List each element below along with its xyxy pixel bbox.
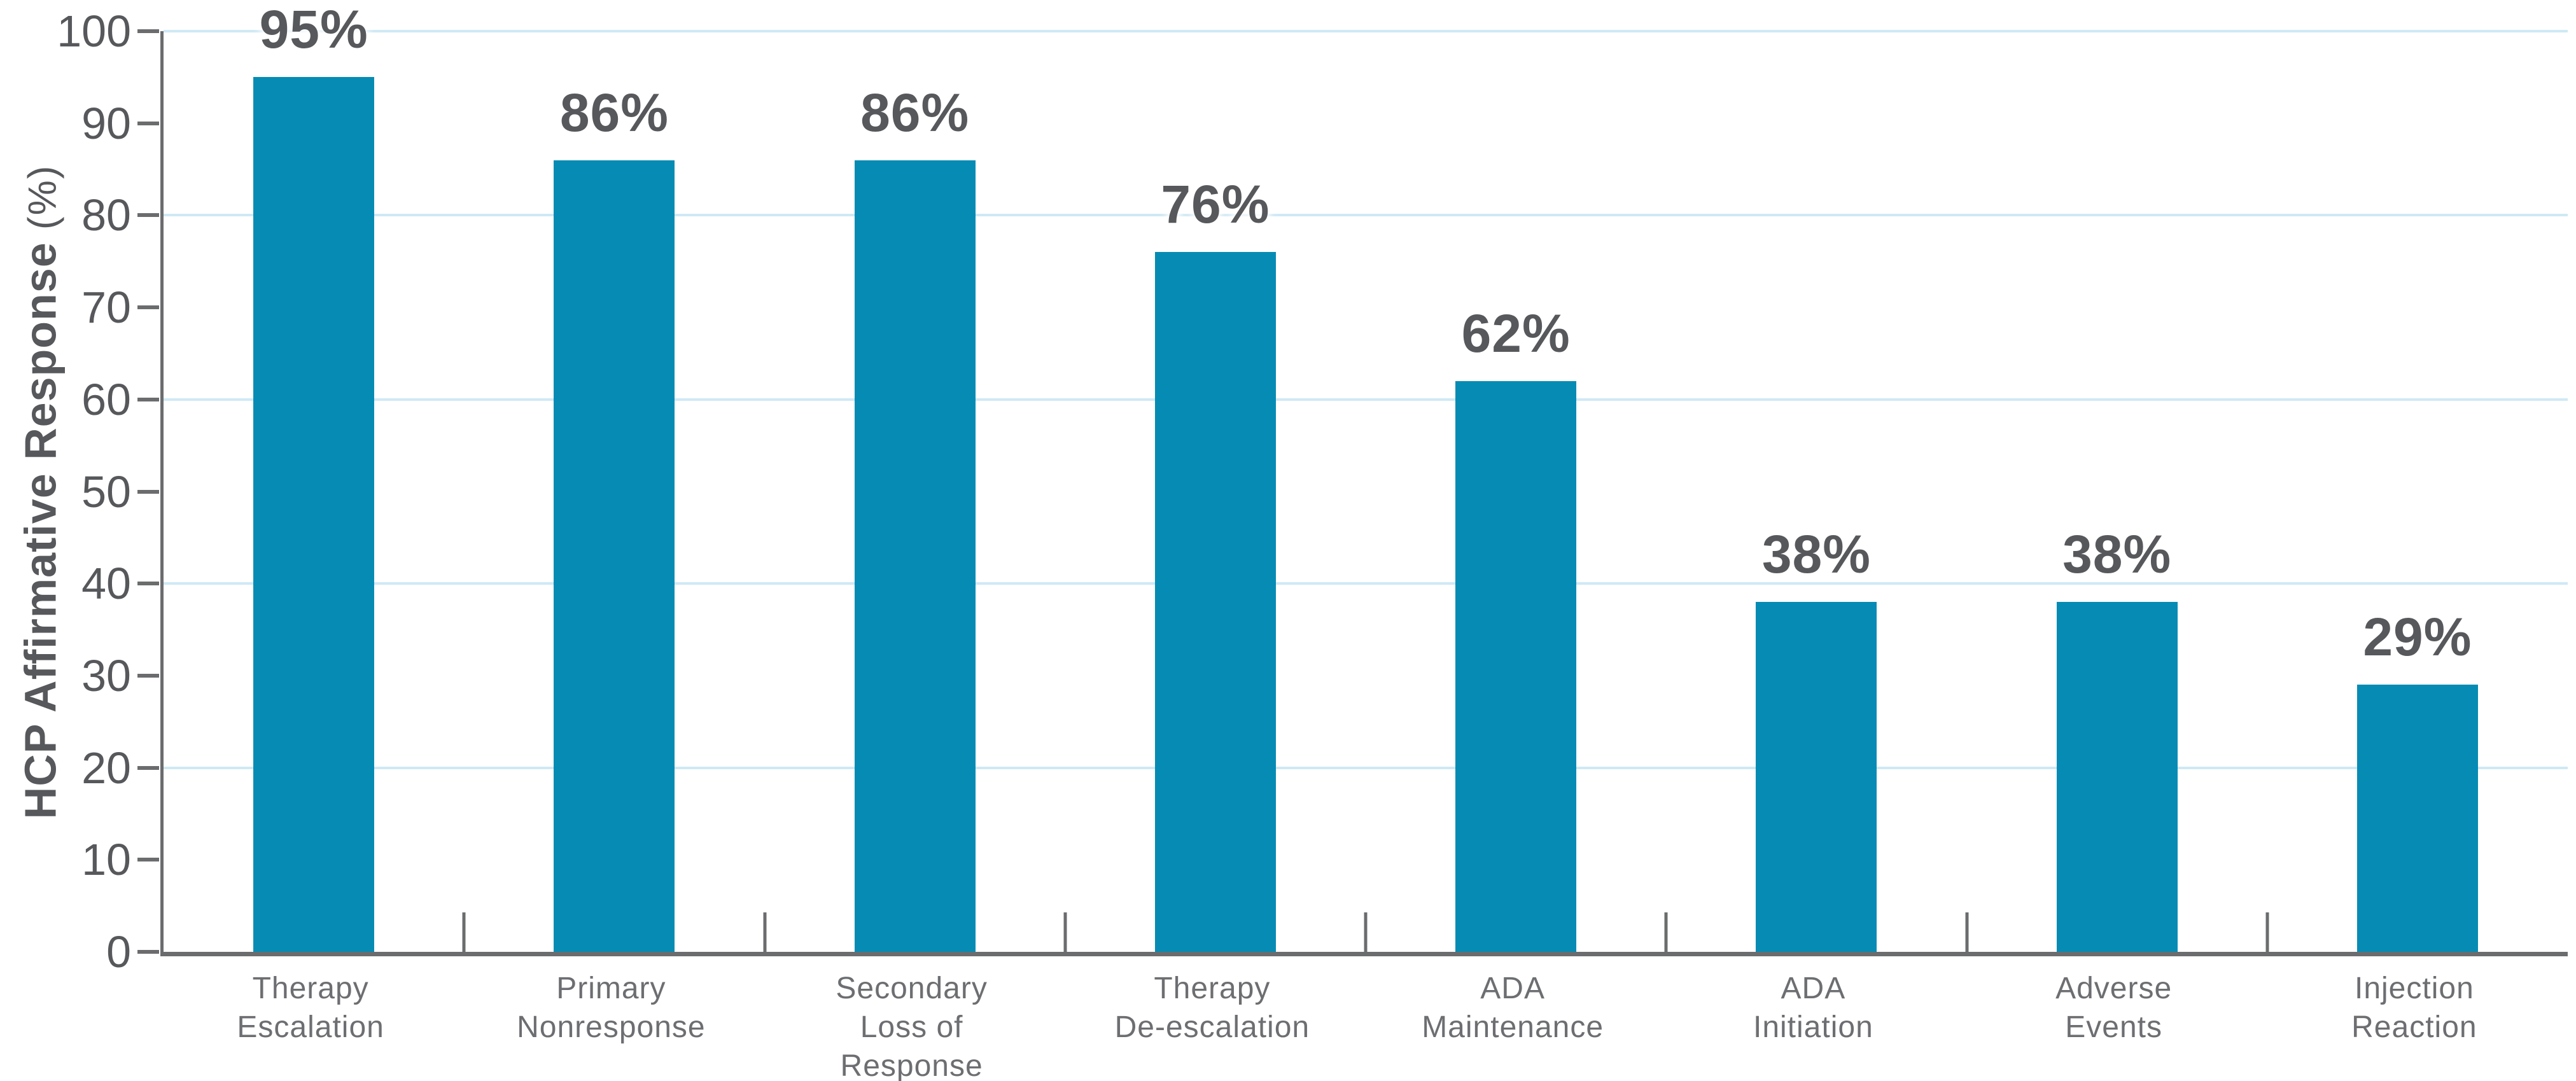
y-tick-mark-80 [137,213,159,218]
x-tick-separator-3 [1063,912,1067,952]
y-tick-label-30: 30 [81,650,131,701]
y-tick-label-50: 50 [81,466,131,517]
gridline-100 [164,30,2568,32]
gridline-60 [164,398,2568,401]
category-label-4: Therapy De-escalation [1114,972,1310,1044]
bar-primary-nonresponse [554,160,675,952]
bar-slot-8: 29% [2267,31,2568,952]
bar-injection-reaction [2356,685,2478,952]
category-label-5: ADA Maintenance [1422,972,1604,1044]
bar-ada-maintenance [1455,380,1577,952]
bar-value-label: 86% [559,82,669,143]
bar-value-label: 95% [259,0,368,60]
gridline-20 [164,766,2568,769]
bar-slot-1: 95% [164,0,464,952]
y-tick-mark-90 [137,121,159,125]
gridline-40 [164,582,2568,585]
y-tick-label-40: 40 [81,559,131,609]
gridline-80 [164,214,2568,217]
category-label-3: Secondary Loss of Response [836,972,988,1081]
x-tick-separator-1 [462,912,466,952]
y-tick-mark-40 [137,582,159,586]
y-tick-label-10: 10 [81,835,131,885]
y-tick-mark-100 [137,29,159,33]
bar-slot-5: 62% [1366,31,1666,952]
bar-slot-2: 86% [464,31,764,952]
bar-value-label: 62% [1461,303,1571,363]
bar-slot-3: 86% [765,31,1065,952]
bar-slot-6: 38% [1666,31,1966,952]
y-tick-mark-0 [137,950,159,954]
category-label-1: Therapy Escalation [237,972,384,1044]
y-tick-mark-70 [137,305,159,310]
y-tick-label-60: 60 [81,374,131,424]
category-label-7: Adverse Events [2055,972,2173,1044]
category-label-8: Injection Reaction [2351,972,2477,1044]
y-tick-mark-50 [137,489,159,494]
bar-therapy-de-escalation [1154,252,1276,952]
bar-value-label: 29% [2363,607,2472,667]
y-tick-label-90: 90 [81,98,131,148]
y-tick-mark-10 [137,858,159,862]
bar-value-label: 86% [860,82,970,143]
category-label-6: ADA Initiation [1753,972,1873,1044]
bar-value-label: 38% [2062,524,2172,585]
bar-value-label: 38% [1761,524,1871,585]
y-tick-label-0: 0 [106,927,131,977]
bar-value-label: 76% [1161,174,1270,235]
bar-slot-4: 76% [1065,31,1366,952]
x-tick-separator-5 [1664,912,1668,952]
y-tick-mark-60 [137,397,159,401]
y-tick-label-80: 80 [81,190,131,241]
bar-secondary-loss-of-response [854,160,976,952]
x-tick-separator-6 [1965,912,1968,952]
bar-ada-initiation [1756,602,1877,952]
category-label-2: Primary Nonresponse [517,972,706,1044]
x-tick-separator-2 [763,912,766,952]
x-tick-separator-7 [2265,912,2269,952]
y-tick-label-70: 70 [81,282,131,333]
x-tick-separator-4 [1364,912,1368,952]
plot-area: 95% 86% 86% 76% 62% 38% 38% 29% [160,0,2568,956]
y-tick-label-20: 20 [81,743,131,793]
bar-therapy-escalation [253,77,375,952]
bar-adverse-events [2056,602,2178,952]
bar-slot-7: 38% [1967,31,2267,952]
y-tick-mark-20 [137,765,159,770]
y-tick-mark-30 [137,673,159,678]
y-tick-label-100: 100 [57,6,131,56]
